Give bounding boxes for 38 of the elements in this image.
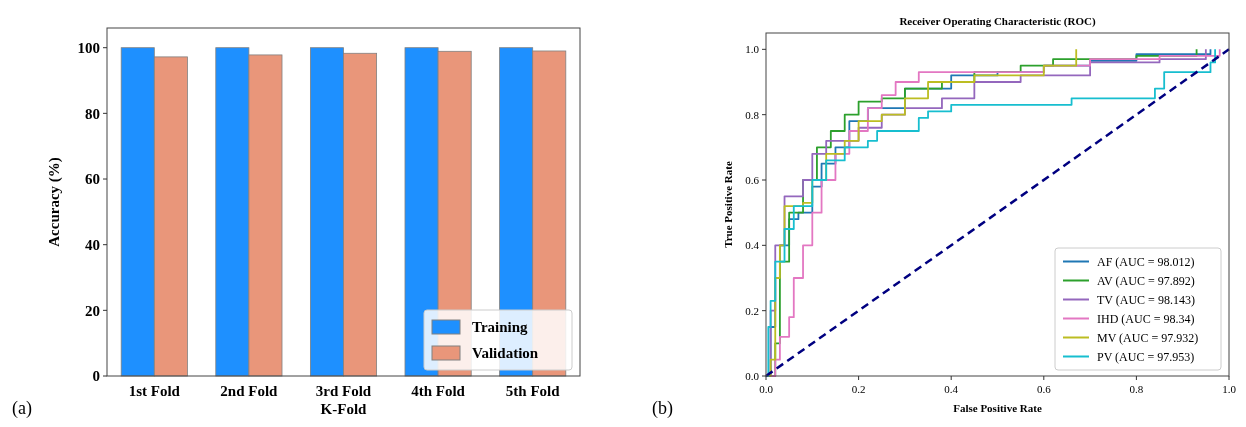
y-tick-label: 20 — [85, 302, 100, 319]
y-axis-title: True Positive Rate — [722, 161, 734, 248]
y-tick-label: 60 — [85, 171, 100, 188]
text: (a) — [12, 398, 32, 419]
x-axis-title: False Positive Rate — [953, 402, 1042, 414]
legend-label: IHD (AUC = 98.34) — [1097, 311, 1195, 326]
y-tick-label: 0 — [92, 368, 100, 385]
x-tick-label: 2nd Fold — [220, 383, 279, 399]
y-tick-label: 0.0 — [745, 369, 760, 382]
legend-label: AV (AUC = 97.892) — [1097, 273, 1195, 288]
y-tick-label: 40 — [85, 236, 100, 253]
x-tick-label: 1st Fold — [128, 383, 181, 399]
x-tick-label: 0.2 — [851, 382, 866, 395]
legend-label: MV (AUC = 97.932) — [1097, 330, 1199, 345]
x-tick-label: 0.8 — [1129, 382, 1144, 395]
chart-title: Receiver Operating Characteristic (ROC) — [899, 15, 1096, 28]
x-axis-title: K-Fold — [320, 401, 368, 417]
y-axis-title: Accuracy (%) — [46, 157, 63, 247]
legend-label: PV (AUC = 97.953) — [1097, 349, 1195, 364]
y-tick-label: 0.8 — [745, 108, 760, 121]
text: (b) — [652, 398, 673, 419]
x-tick-label: 5th Fold — [505, 383, 561, 399]
y-tick-label: 0.2 — [745, 304, 759, 317]
legend-label: TV (AUC = 98.143) — [1097, 292, 1195, 307]
x-tick-label: 0.4 — [944, 382, 959, 395]
y-tick-label: 0.6 — [745, 173, 760, 186]
legend-label: Training — [472, 319, 529, 336]
x-tick-label: 1.0 — [1222, 382, 1237, 395]
x-tick-label: 0.0 — [759, 382, 774, 395]
y-tick-label: 100 — [77, 39, 100, 56]
legend-label: Validation — [472, 345, 539, 362]
y-tick-label: 80 — [85, 105, 100, 122]
y-tick-label: 1.0 — [745, 43, 760, 56]
x-tick-label: 0.6 — [1036, 382, 1052, 395]
x-tick-label: 4th Fold — [411, 383, 466, 399]
y-tick-label: 0.4 — [745, 239, 760, 252]
legend-label: AF (AUC = 98.012) — [1097, 254, 1195, 269]
x-tick-label: 3rd Fold — [315, 383, 372, 399]
